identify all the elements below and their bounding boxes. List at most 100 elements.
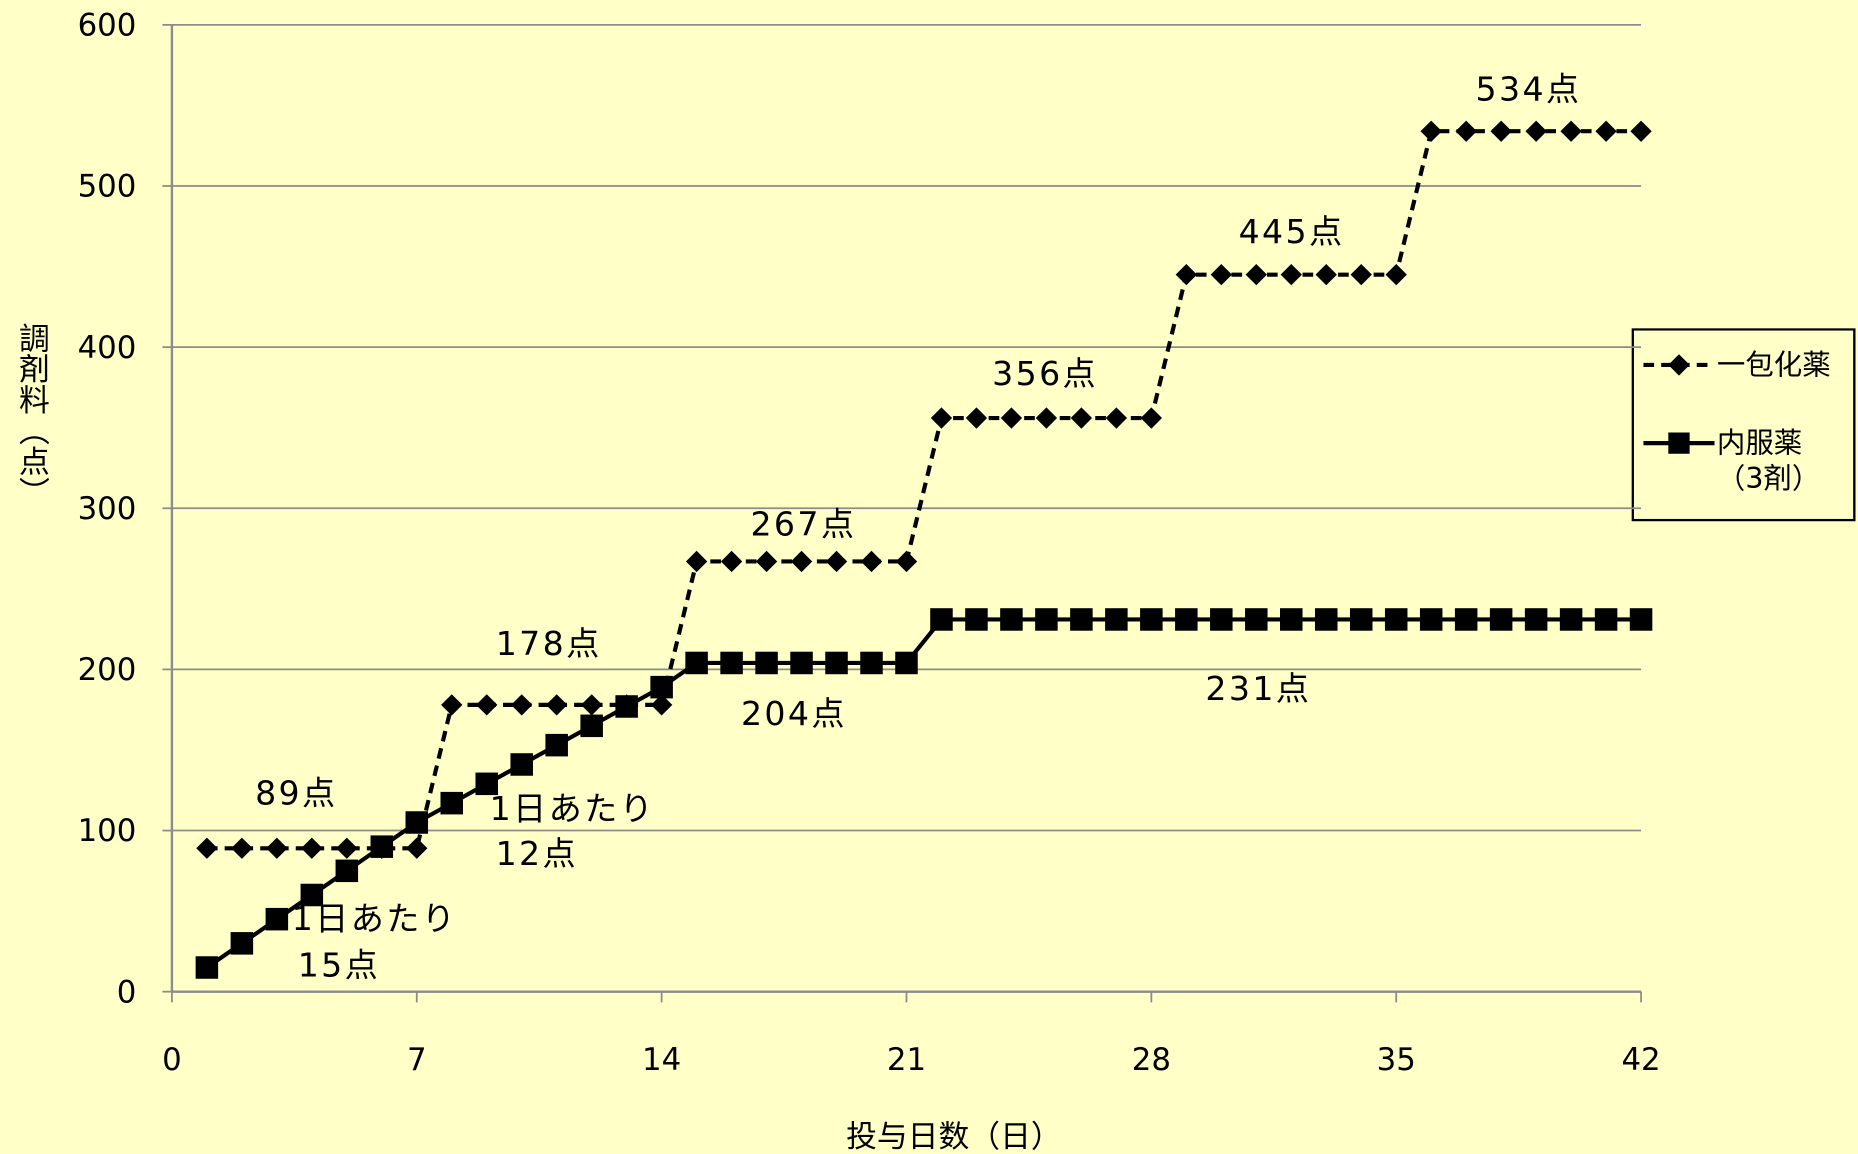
marker — [440, 791, 464, 815]
annotation: 445点 — [1239, 212, 1345, 251]
marker — [615, 695, 638, 718]
x-tick-label: 7 — [407, 1042, 427, 1078]
marker — [1245, 608, 1268, 631]
marker — [1560, 120, 1582, 142]
marker — [650, 675, 673, 699]
annotation: 12点 — [496, 834, 578, 873]
legend-marker — [1668, 432, 1690, 454]
marker — [825, 651, 848, 675]
annotation: 15点 — [298, 945, 380, 984]
marker — [930, 407, 953, 429]
marker — [1454, 608, 1478, 631]
x-tick-label: 21 — [887, 1042, 926, 1078]
marker — [1105, 407, 1128, 429]
annotation: 204点 — [741, 694, 847, 733]
x-tick-label: 42 — [1621, 1042, 1660, 1078]
legend-swatch — [1643, 432, 1715, 454]
x-tick-label: 35 — [1377, 1042, 1416, 1078]
marker — [1314, 608, 1338, 631]
y-tick-label: 200 — [78, 652, 137, 688]
marker — [720, 651, 743, 675]
marker — [1280, 263, 1302, 286]
marker — [1105, 608, 1128, 631]
marker — [1594, 608, 1618, 631]
marker — [790, 651, 813, 675]
marker — [545, 733, 568, 757]
marker — [335, 859, 359, 883]
marker — [1245, 263, 1267, 286]
marker — [1000, 608, 1023, 631]
marker — [406, 837, 428, 859]
annotation: 356点 — [992, 354, 1098, 393]
x-tick-label: 0 — [162, 1042, 182, 1078]
marker — [230, 932, 254, 955]
x-tick-label: 28 — [1132, 1042, 1171, 1078]
marker — [685, 651, 708, 675]
marker — [441, 694, 463, 716]
marker — [1175, 608, 1198, 631]
marker — [1035, 608, 1058, 631]
marker — [1629, 608, 1653, 631]
marker — [265, 907, 289, 931]
marker — [336, 837, 358, 859]
marker — [1280, 608, 1303, 631]
x-tick-label: 14 — [642, 1042, 681, 1078]
y-tick-label: 600 — [78, 8, 137, 44]
marker — [196, 837, 218, 859]
marker — [1350, 263, 1372, 286]
marker — [825, 550, 848, 573]
marker — [1140, 608, 1163, 631]
marker — [476, 694, 498, 716]
marker — [195, 956, 219, 979]
annotation: 231点 — [1205, 669, 1311, 708]
legend-swatch — [1643, 354, 1715, 376]
marker — [650, 694, 673, 716]
series-line — [206, 129, 1642, 851]
marker — [405, 811, 429, 834]
marker — [860, 651, 883, 675]
marker — [510, 753, 533, 776]
marker — [965, 608, 988, 631]
y-tick-label: 100 — [78, 813, 137, 849]
annotation: 1日あたり — [490, 789, 656, 828]
marker — [266, 837, 288, 859]
y-tick-label: 500 — [78, 169, 137, 205]
legend-label: 内服薬（3剤） — [1716, 426, 1821, 496]
marker — [546, 694, 568, 716]
marker — [1524, 608, 1548, 631]
marker — [1384, 608, 1408, 631]
legend-item: 一包化薬 — [1641, 347, 1846, 383]
annotation: 267点 — [750, 505, 856, 544]
marker — [511, 694, 533, 716]
marker — [1455, 120, 1477, 142]
marker — [1035, 407, 1058, 429]
annotation: 89点 — [255, 773, 337, 812]
legend: 一包化薬内服薬（3剤） — [1631, 328, 1856, 522]
marker — [300, 883, 324, 907]
marker — [895, 651, 918, 675]
y-tick-label: 300 — [78, 491, 137, 527]
annotation: 1日あたり — [292, 899, 458, 938]
marker — [1140, 407, 1163, 429]
marker — [965, 407, 988, 429]
marker — [1630, 120, 1652, 142]
marker — [231, 837, 253, 859]
marker — [1559, 608, 1583, 631]
y-axis-label: 調剤料（点） — [13, 322, 49, 507]
y-tick-label: 0 — [117, 974, 137, 1010]
marker — [860, 550, 883, 573]
marker — [1210, 608, 1233, 631]
marker — [1070, 608, 1093, 631]
marker — [685, 550, 708, 573]
marker — [1595, 120, 1617, 142]
marker — [930, 608, 953, 631]
marker — [301, 837, 323, 859]
marker — [1349, 608, 1373, 631]
legend-item: 内服薬（3剤） — [1641, 425, 1846, 496]
marker — [1000, 407, 1023, 429]
marker — [755, 550, 778, 573]
marker — [580, 714, 603, 738]
marker — [475, 772, 498, 796]
